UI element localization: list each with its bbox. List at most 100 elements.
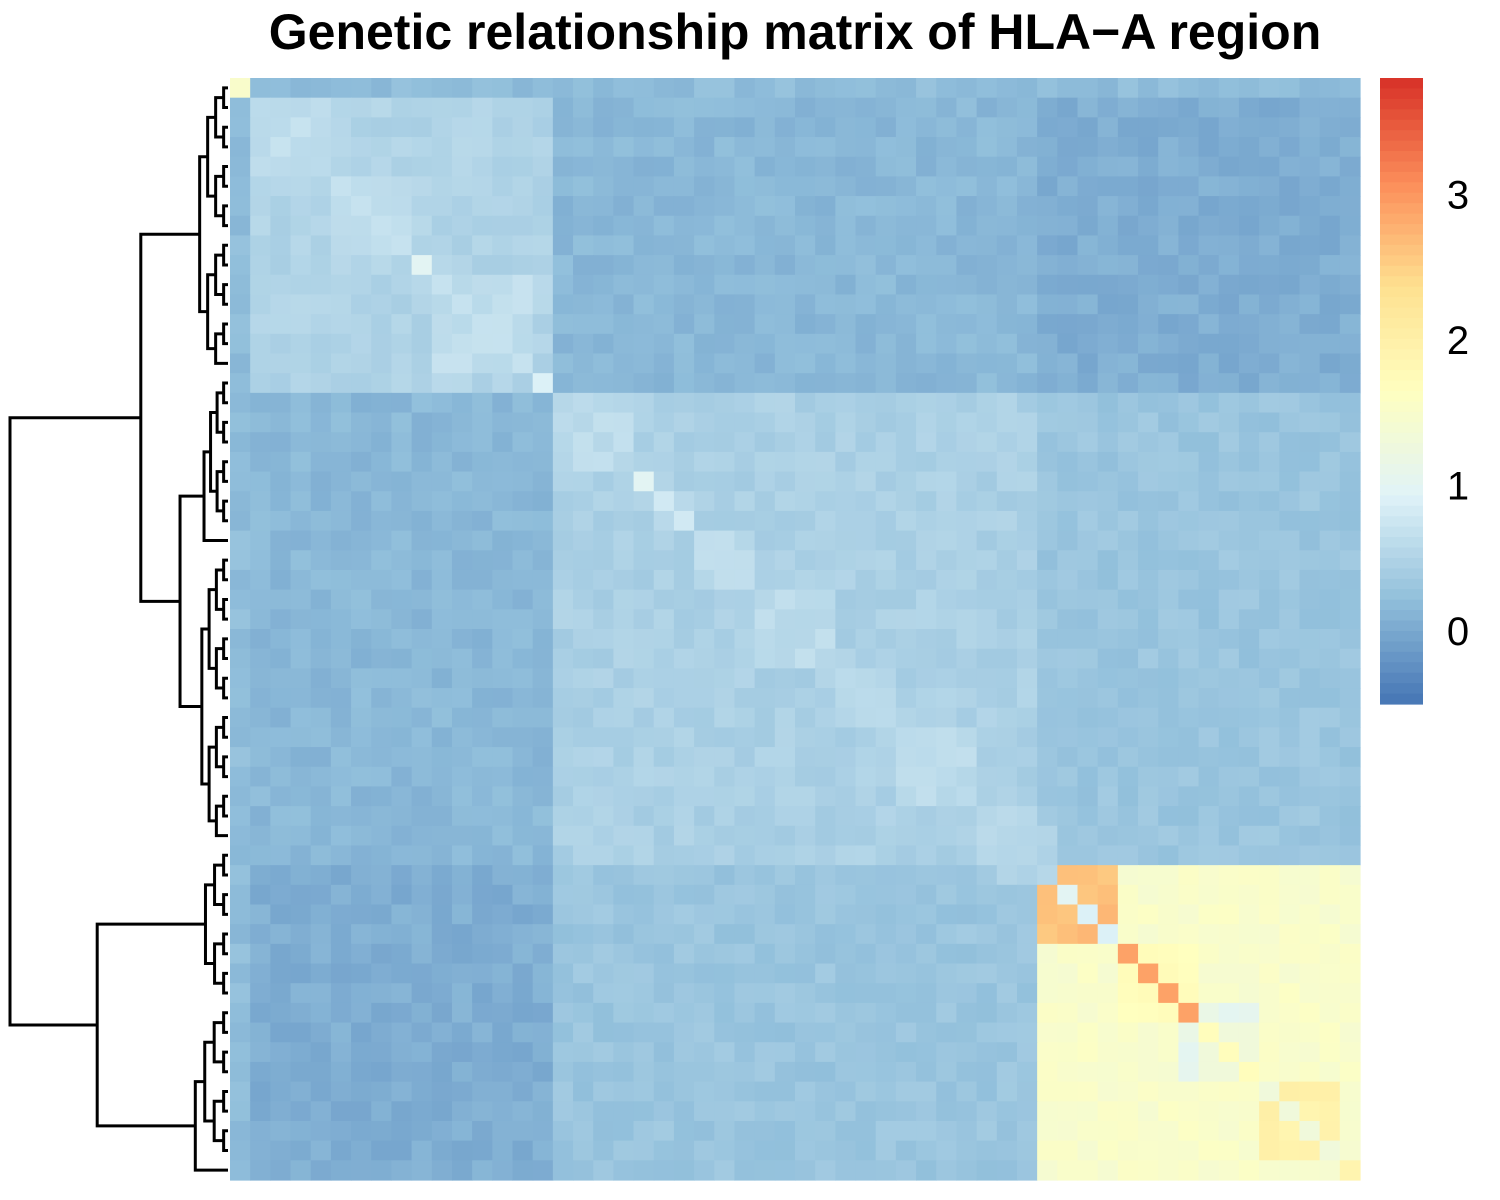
colorbar-swatch [1380, 119, 1423, 131]
heatmap-cell [673, 215, 695, 237]
heatmap-cell [330, 78, 352, 99]
heatmap-cell [1016, 117, 1038, 138]
heatmap-cell [512, 196, 534, 217]
heatmap-cell [1117, 589, 1139, 610]
heatmap-cell [1178, 786, 1200, 807]
heatmap-cell [411, 156, 433, 177]
heatmap-cell [1117, 353, 1139, 374]
heatmap-cell [916, 333, 937, 355]
heatmap-cell [290, 491, 312, 512]
heatmap-cell [1037, 471, 1058, 492]
heatmap-cell [1138, 766, 1159, 788]
heatmap-cell [694, 471, 715, 492]
heatmap-cell [815, 1061, 836, 1083]
heatmap-cell [1178, 1160, 1200, 1181]
heatmap-cell [250, 215, 271, 237]
heatmap-cell [492, 727, 514, 748]
heatmap-cell [835, 1061, 857, 1083]
heatmap-cell [1339, 569, 1361, 591]
heatmap-cell [1138, 274, 1159, 296]
heatmap-cell [996, 688, 1018, 709]
heatmap-cell [956, 924, 978, 945]
heatmap-cell [1299, 333, 1321, 355]
heatmap-cell [1016, 569, 1038, 591]
heatmap-cell [270, 569, 292, 591]
heatmap-cell [573, 117, 594, 138]
heatmap-cell [532, 1042, 554, 1063]
heatmap-cell [653, 825, 675, 847]
heatmap-cell [835, 825, 857, 847]
heatmap-cell [1299, 845, 1321, 866]
heatmap-cell [351, 825, 372, 847]
heatmap-cell [492, 530, 514, 551]
heatmap-cell [956, 550, 978, 571]
heatmap-cell [330, 530, 352, 551]
heatmap-cell [1319, 648, 1341, 669]
heatmap-cell [1097, 806, 1119, 827]
heatmap-cell [815, 333, 836, 355]
heatmap-cell [351, 943, 372, 965]
heatmap-cell [351, 609, 372, 630]
heatmap-cell [1037, 943, 1058, 965]
heatmap-cell [1097, 314, 1119, 335]
heatmap-cell [250, 97, 271, 118]
heatmap-cell [956, 1022, 978, 1043]
heatmap-cell [1238, 373, 1260, 394]
heatmap-cell [673, 353, 695, 374]
heatmap-cell [754, 688, 776, 709]
heatmap-cell [330, 510, 352, 532]
heatmap-cell [512, 943, 534, 965]
dendrogram-branch [222, 971, 228, 995]
heatmap-cell [916, 806, 937, 827]
heatmap-cell [250, 884, 271, 906]
heatmap-cell [714, 747, 736, 768]
heatmap-cell [855, 806, 877, 827]
heatmap-cell [976, 156, 998, 177]
heatmap-cell [956, 530, 978, 551]
heatmap-cell [916, 373, 937, 394]
heatmap-cell [835, 78, 857, 99]
heatmap-cell [351, 1022, 372, 1043]
heatmap-cell [1279, 215, 1301, 237]
heatmap-cell [633, 707, 655, 728]
heatmap-cell [532, 924, 554, 945]
heatmap-cell [512, 688, 534, 709]
heatmap-cell [1259, 491, 1280, 512]
heatmap-cell [351, 451, 372, 473]
colorbar-swatch [1380, 182, 1423, 194]
heatmap-cell [573, 491, 594, 512]
heatmap-cell [1279, 1140, 1301, 1161]
heatmap-cell [512, 392, 534, 414]
heatmap-cell [613, 569, 635, 591]
heatmap-cell [310, 78, 332, 99]
heatmap-cell [956, 196, 978, 217]
dendrogram-branch [222, 1089, 228, 1113]
heatmap-cell [411, 530, 433, 551]
heatmap-cell [593, 648, 614, 669]
heatmap-cell [774, 1002, 796, 1024]
heatmap-cell [694, 668, 715, 689]
heatmap-cell [1138, 1081, 1159, 1102]
dendrogram-branch [207, 588, 217, 670]
heatmap-cell [351, 1061, 372, 1083]
heatmap-cell [855, 1061, 877, 1083]
heatmap-cell [391, 589, 413, 610]
heatmap-cell [734, 235, 756, 256]
heatmap-cell [492, 176, 514, 197]
heatmap-cell [976, 530, 998, 551]
heatmap-cell [290, 688, 312, 709]
heatmap-cell [451, 648, 473, 669]
heatmap-cell [1158, 451, 1179, 473]
heatmap-cell [492, 589, 514, 610]
heatmap-cell [1057, 255, 1079, 276]
heatmap-cell [1178, 274, 1200, 296]
heatmap-cell [1279, 196, 1301, 217]
heatmap-cell [734, 688, 756, 709]
heatmap-cell [613, 648, 635, 669]
heatmap-cell [411, 845, 433, 866]
heatmap-cell [1138, 530, 1159, 551]
heatmap-cell [1319, 156, 1341, 177]
heatmap-cell [1218, 943, 1240, 965]
heatmap-cell [1077, 786, 1099, 807]
heatmap-cell [1077, 392, 1099, 414]
